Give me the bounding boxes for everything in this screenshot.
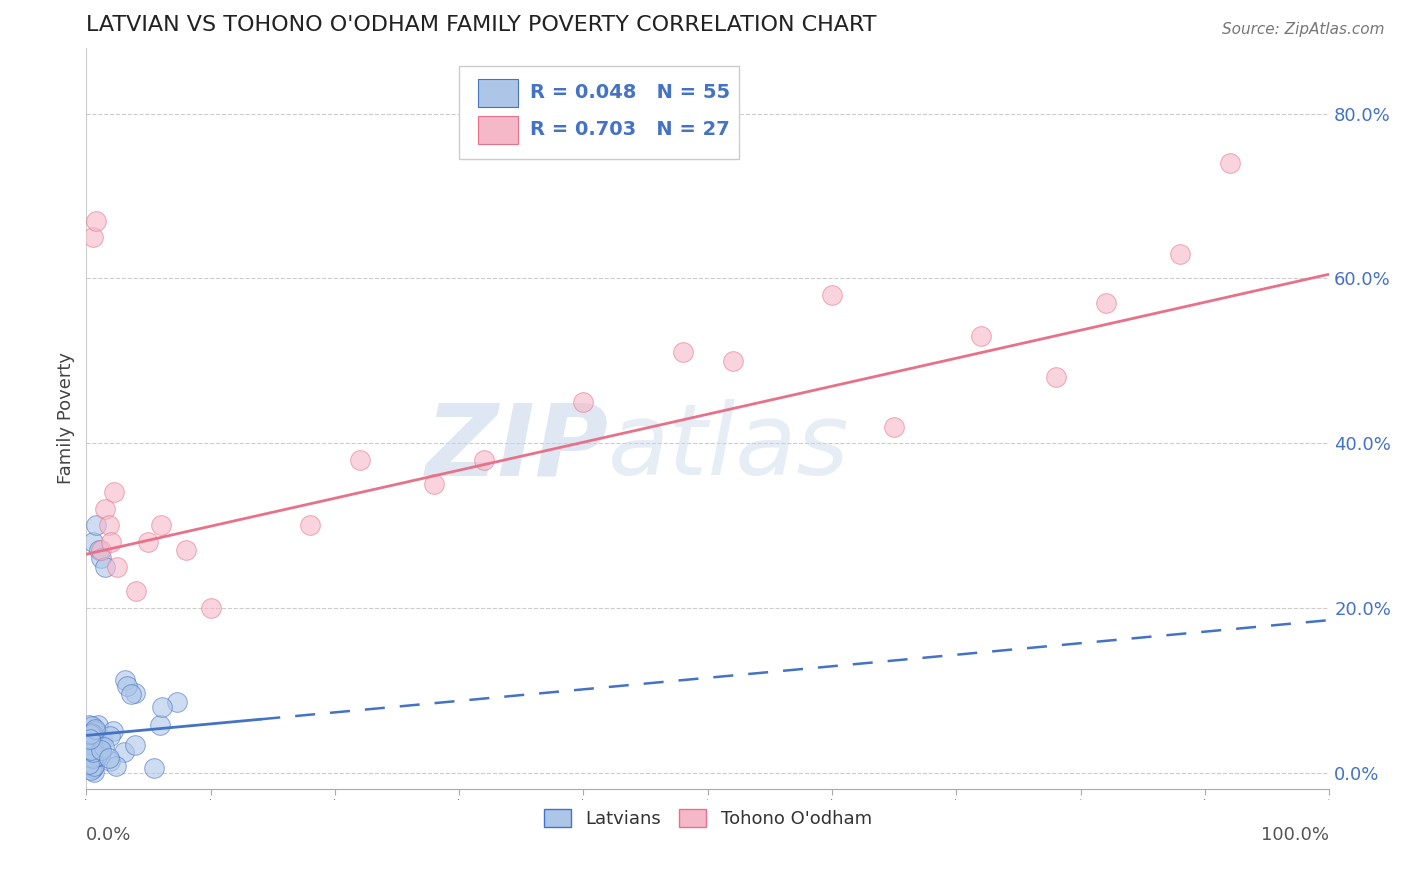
- Text: LATVIAN VS TOHONO O'ODHAM FAMILY POVERTY CORRELATION CHART: LATVIAN VS TOHONO O'ODHAM FAMILY POVERTY…: [86, 15, 877, 35]
- Point: [76, 741, 98, 756]
- Point: [112, 745, 135, 759]
- Point: [150, 700, 173, 714]
- Point: [77, 757, 100, 772]
- Point: [83, 758, 105, 772]
- Point: [82, 719, 104, 733]
- Point: [82, 534, 104, 549]
- Point: [572, 395, 595, 409]
- Point: [84, 518, 107, 533]
- Point: [86, 718, 108, 732]
- Point: [90, 744, 112, 758]
- Point: [79, 727, 101, 741]
- Point: [93, 739, 115, 754]
- Point: [94, 559, 117, 574]
- Text: ZIP: ZIP: [426, 400, 609, 497]
- Point: [970, 329, 993, 343]
- Point: [87, 543, 110, 558]
- Point: [98, 751, 121, 765]
- Point: [821, 287, 844, 301]
- Point: [125, 584, 148, 599]
- Text: R = 0.048   N = 55: R = 0.048 N = 55: [530, 83, 730, 103]
- Point: [100, 534, 122, 549]
- Point: [80, 743, 103, 757]
- Point: [124, 738, 146, 752]
- Point: [79, 732, 101, 747]
- Point: [103, 485, 125, 500]
- Point: [84, 213, 107, 227]
- Bar: [478, 78, 517, 107]
- Text: Source: ZipAtlas.com: Source: ZipAtlas.com: [1222, 22, 1385, 37]
- Point: [472, 452, 495, 467]
- Point: [148, 718, 170, 732]
- Point: [82, 750, 104, 764]
- Point: [120, 687, 142, 701]
- Point: [349, 452, 371, 467]
- Point: [101, 723, 124, 738]
- Point: [124, 686, 146, 700]
- Point: [149, 518, 172, 533]
- Point: [79, 739, 101, 754]
- Text: 0.0%: 0.0%: [86, 826, 132, 844]
- Point: [82, 731, 104, 745]
- Point: [90, 543, 112, 558]
- Point: [77, 718, 100, 732]
- Point: [77, 750, 100, 764]
- Point: [80, 734, 103, 748]
- Point: [1219, 156, 1241, 170]
- Point: [1045, 370, 1067, 384]
- Point: [80, 763, 103, 777]
- Point: [76, 742, 98, 756]
- Point: [721, 353, 744, 368]
- Point: [200, 600, 222, 615]
- Point: [89, 748, 111, 763]
- Point: [83, 765, 105, 780]
- Point: [115, 679, 138, 693]
- Point: [79, 736, 101, 750]
- Point: [90, 551, 112, 566]
- Bar: [478, 116, 517, 144]
- Point: [94, 502, 117, 516]
- Point: [97, 518, 120, 533]
- Point: [142, 762, 165, 776]
- Point: [672, 345, 695, 359]
- Point: [83, 722, 105, 736]
- FancyBboxPatch shape: [460, 66, 738, 159]
- Point: [138, 534, 160, 549]
- Point: [174, 543, 197, 558]
- Point: [423, 477, 446, 491]
- Point: [91, 731, 114, 746]
- Point: [883, 419, 905, 434]
- Point: [84, 723, 107, 738]
- Point: [76, 745, 98, 759]
- Point: [105, 559, 128, 574]
- Y-axis label: Family Poverty: Family Poverty: [58, 352, 75, 484]
- Point: [1168, 246, 1191, 260]
- Point: [86, 749, 108, 764]
- Point: [166, 695, 188, 709]
- Point: [82, 230, 104, 244]
- Text: R = 0.703   N = 27: R = 0.703 N = 27: [530, 120, 730, 139]
- Point: [1094, 296, 1116, 310]
- Text: 100.0%: 100.0%: [1261, 826, 1329, 844]
- Point: [98, 754, 121, 768]
- Point: [82, 745, 104, 759]
- Point: [83, 742, 105, 756]
- Point: [114, 673, 136, 687]
- Text: atlas: atlas: [609, 400, 851, 497]
- Point: [90, 743, 112, 757]
- Point: [105, 759, 128, 773]
- Point: [82, 761, 104, 775]
- Point: [76, 731, 98, 745]
- Point: [76, 750, 98, 764]
- Point: [87, 739, 110, 754]
- Point: [299, 518, 322, 533]
- Point: [80, 726, 103, 740]
- Point: [98, 729, 121, 743]
- Point: [82, 727, 104, 741]
- Legend: Latvians, Tohono O'odham: Latvians, Tohono O'odham: [537, 802, 879, 836]
